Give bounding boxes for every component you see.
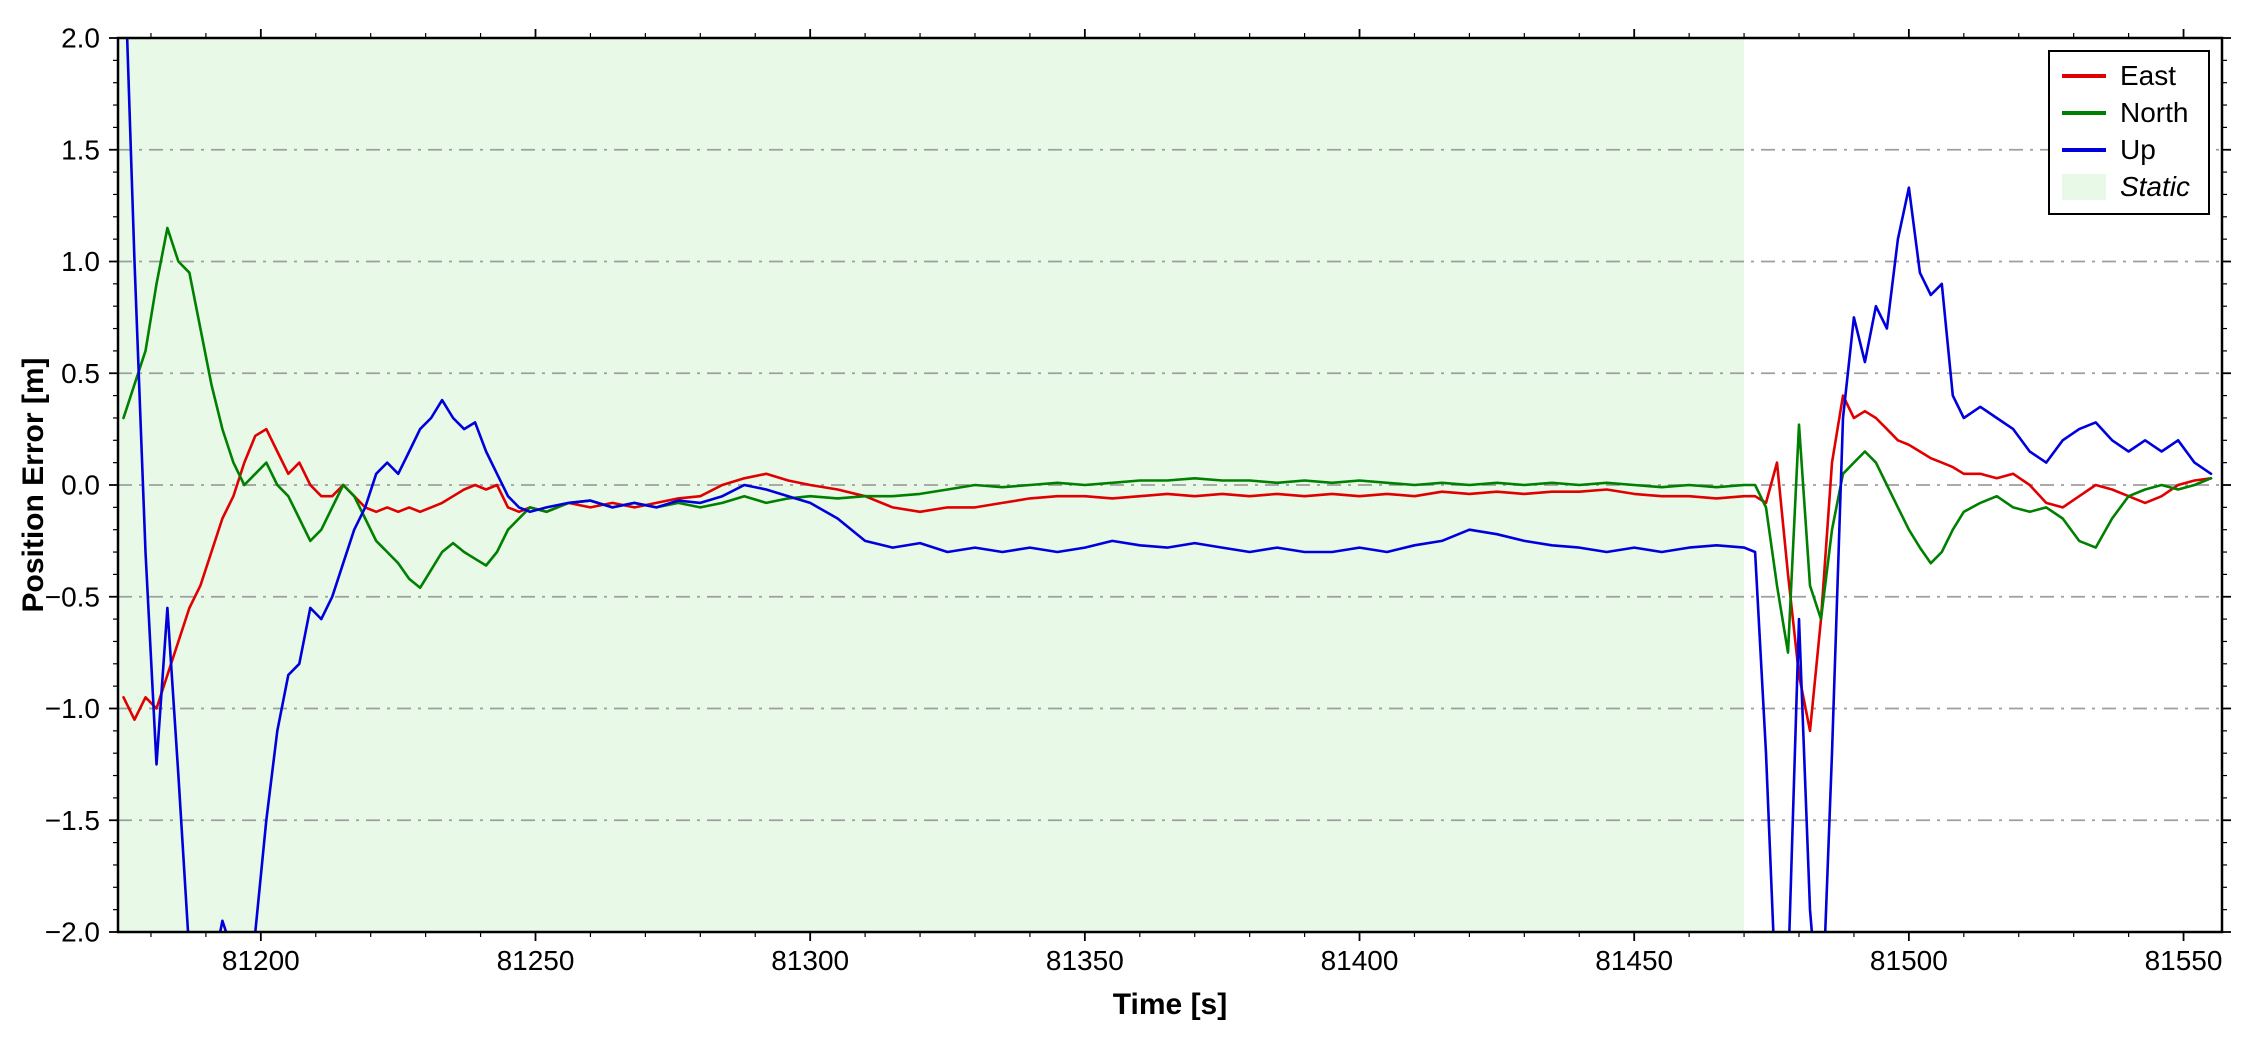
legend-item-east: East (2061, 60, 2190, 92)
x-tick-label: 81350 (1046, 945, 1124, 976)
x-tick-label: 81550 (2145, 945, 2223, 976)
y-tick-label: 0.5 (61, 358, 100, 389)
y-tick-label: −0.5 (45, 581, 100, 612)
legend-label-static: Static (2119, 171, 2190, 202)
east-line-swatch (2061, 74, 2106, 78)
x-tick-label: 81450 (1595, 945, 1673, 976)
series-line-up (125, 38, 2213, 932)
gridlines (118, 148, 2222, 822)
static-patch-swatch (2061, 174, 2106, 200)
y-tick-label: 0.0 (61, 470, 100, 501)
x-tick-label: 81300 (771, 945, 849, 976)
series-line-north (122, 226, 2213, 654)
series-layer (122, 38, 2213, 932)
y-tick-label: 1.0 (61, 246, 100, 277)
legend-item-north: North (2061, 97, 2190, 129)
legend: East North Up Static (2047, 50, 2210, 215)
x-tick-label: 81250 (497, 945, 575, 976)
y-axis-label: Position Error [m] (17, 357, 50, 613)
legend-item-up: Up (2061, 134, 2190, 166)
legend-item-static: Static (2061, 171, 2190, 203)
y-tick-label: −1.5 (45, 805, 100, 836)
legend-label-east: East (2119, 60, 2176, 91)
x-axis-label: Time [s] (1112, 988, 1228, 1021)
legend-label-up: Up (2119, 134, 2156, 165)
x-tick-label: 81200 (222, 945, 300, 976)
ticks-and-tick-labels: 81200 81250 81300 81350 81400 81450 81500 81550… (45, 23, 2231, 976)
legend-label-north: North (2119, 97, 2189, 128)
y-tick-label: 2.0 (61, 23, 100, 54)
y-tick-label: 1.5 (61, 134, 100, 165)
north-line-swatch (2061, 111, 2106, 115)
y-tick-label: −1.0 (45, 693, 100, 724)
up-line-swatch (2061, 148, 2106, 152)
x-tick-label: 81500 (1870, 945, 1948, 976)
y-tick-label: −2.0 (45, 917, 100, 948)
x-tick-label: 81400 (1321, 945, 1399, 976)
